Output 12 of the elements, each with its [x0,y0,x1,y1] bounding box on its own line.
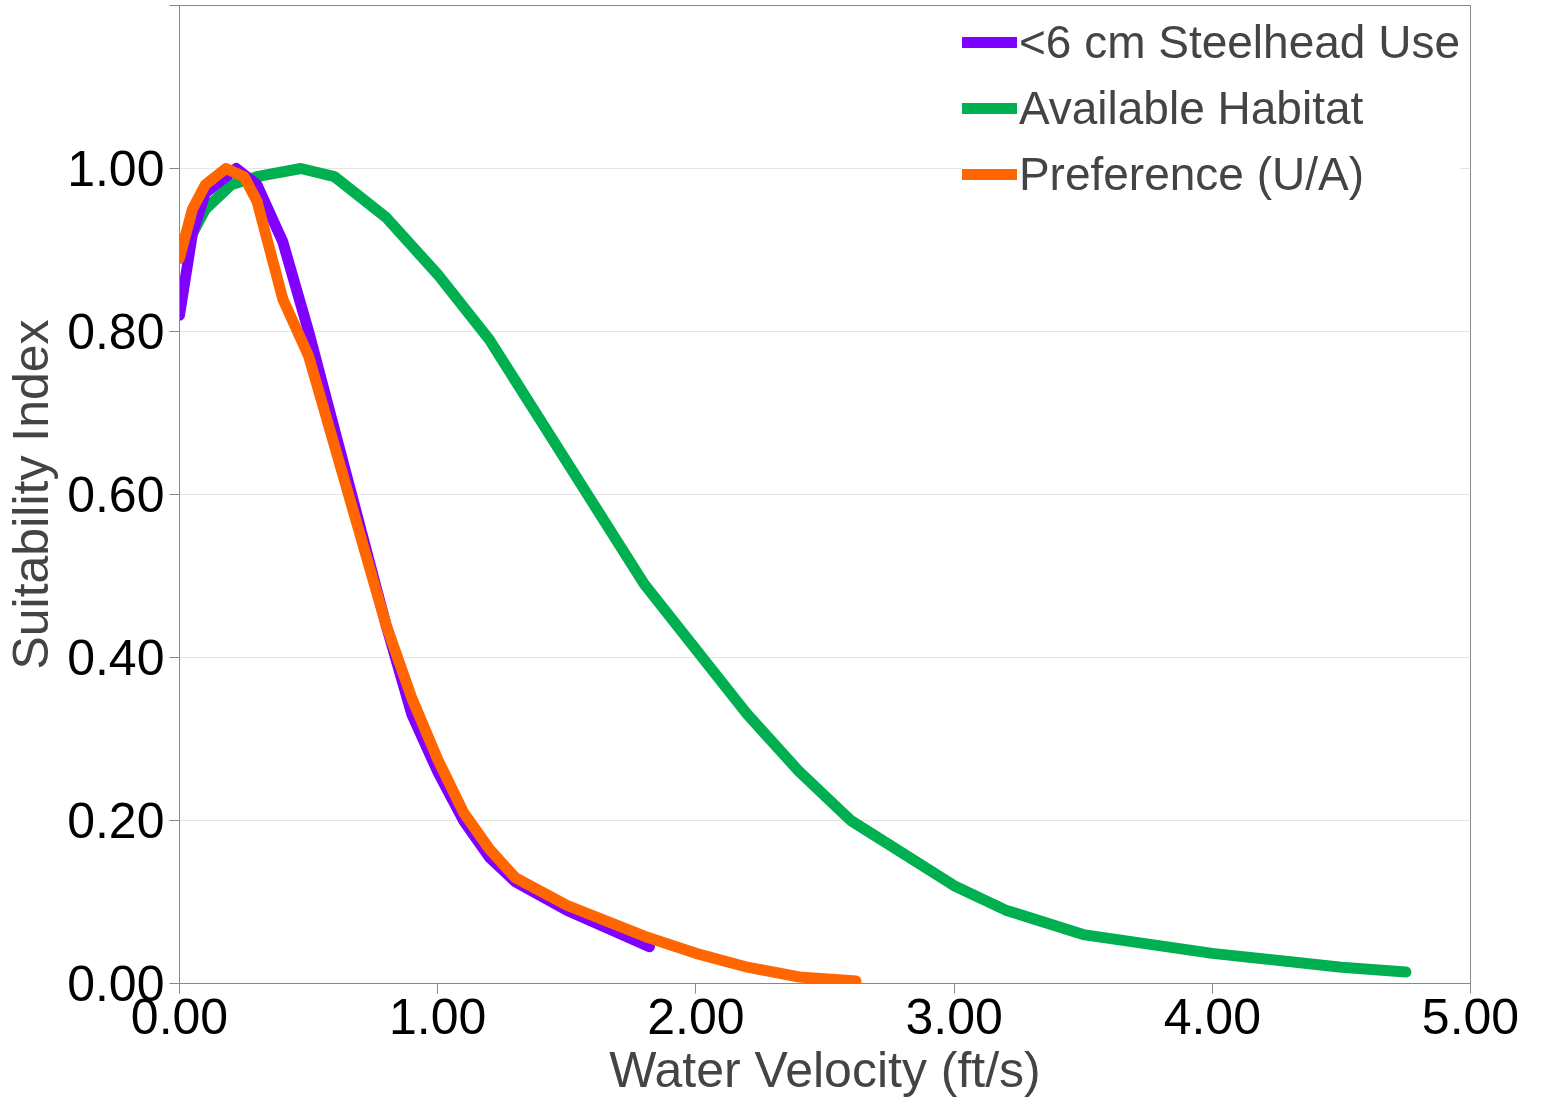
x-tick-label: 5.00 [1421,988,1520,1045]
x-tick-label: 1.00 [389,988,487,1045]
legend-label: Preference (U/A) [1018,147,1365,201]
y-tick-label: 1.00 [67,141,165,197]
legend-label: Available Habitat [1018,81,1364,135]
y-axis-title: Suitability Index [3,319,60,670]
x-tick-label: 4.00 [1163,988,1261,1045]
y-tick-label: 0.80 [67,304,165,360]
y-tick-label: 0.20 [67,793,165,849]
legend-label: <6 cm Steelhead Use [1018,15,1460,69]
y-tick-label: 0.40 [67,630,165,686]
y-tick-label: 0.60 [67,467,165,523]
